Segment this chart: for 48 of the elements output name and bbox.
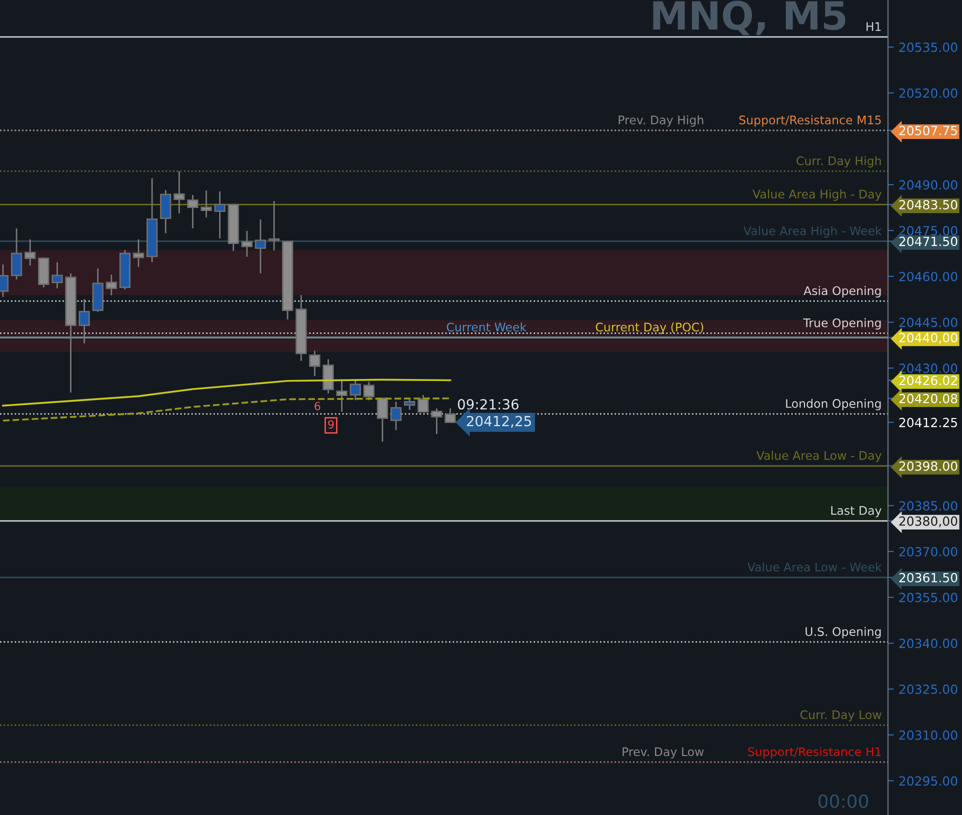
y-tick-label: 20483.50: [899, 200, 958, 210]
ref-line-label: Curr. Day High: [796, 156, 881, 168]
annotation: 20412,25: [466, 416, 531, 428]
y-tick-label: 20440,00: [899, 332, 958, 344]
ref-line-label: Prev. Day Low: [622, 747, 704, 758]
ref-line-label: Last Day: [831, 506, 882, 518]
ref-line-label: Value Area High - Day: [752, 189, 882, 201]
y-tick-label: 20310.00: [899, 730, 958, 740]
ref-line-label: U.S. Opening: [806, 626, 881, 638]
ref-line-label: Curr. Day Low: [800, 710, 882, 722]
y-tick-label: 20430.00: [899, 364, 958, 373]
ref-line-label: Current Day (POC): [596, 322, 704, 334]
y-tick-label: 20412.25: [899, 418, 957, 428]
y-tick-label: 20340.00: [899, 638, 958, 648]
ref-line-label: H1: [866, 22, 881, 31]
y-tick-label: 20355.00: [899, 592, 958, 602]
chart-title: MNQ, M5: [653, 0, 846, 36]
y-tick-label: 20325.00: [899, 684, 958, 694]
ref-line-label: Support/Resistance M15: [739, 115, 881, 127]
y-tick-label: 20370.00: [899, 546, 958, 556]
ref-line-label: Support/Resistance H1: [748, 747, 881, 758]
ref-line-label: Asia Opening: [804, 286, 881, 298]
y-tick-label: 20471.50: [899, 236, 958, 246]
y-tick-label: 20520.00: [899, 88, 958, 98]
y-tick-label: 20380,00: [899, 516, 958, 528]
ref-line-label: Value Area Low - Day: [756, 450, 882, 462]
y-tick-label: 20361.50: [899, 572, 958, 582]
ref-line-label: Prev. Day High: [618, 115, 704, 127]
annotation: 00:00: [818, 794, 868, 808]
y-tick-label: 20535.00: [899, 42, 958, 52]
y-tick-label: 20445.00: [899, 318, 958, 328]
y-tick-label: 20460.00: [899, 272, 958, 282]
ref-line-label: True Opening: [803, 318, 881, 330]
annotation: 09:21:36: [458, 399, 518, 410]
y-tick-label: 20426.02: [899, 376, 957, 386]
y-tick-label: 20490.00: [899, 180, 958, 190]
ref-line-label: Value Area High - Week: [744, 226, 882, 238]
y-tick-label: 20385.00: [899, 501, 958, 511]
annotation: 9: [328, 420, 334, 429]
ref-line-label: Value Area Low - Week: [747, 562, 882, 572]
y-tick-label: 20398.00: [899, 461, 958, 471]
ref-line-label: Current Week: [446, 322, 527, 332]
annotation: 6: [314, 402, 320, 410]
ref-line-label: London Opening: [786, 398, 881, 410]
y-tick-label: 20507.75: [899, 126, 957, 136]
y-tick-label: 20475.00: [899, 226, 958, 236]
y-tick-label: 20420.08: [899, 394, 958, 404]
y-tick-label: 20295.00: [899, 776, 958, 786]
